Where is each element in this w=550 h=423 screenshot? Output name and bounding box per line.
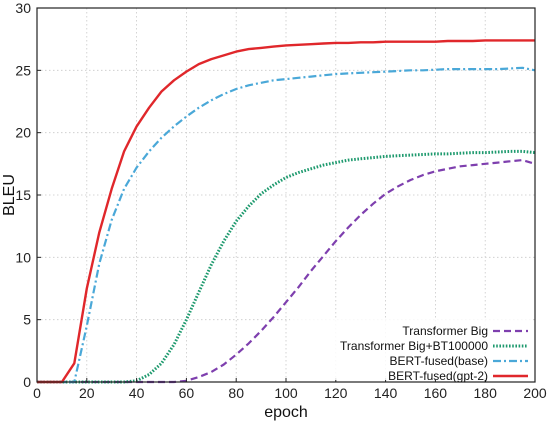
legend-label: Transformer Big+BT100000 xyxy=(340,339,488,353)
legend-background xyxy=(290,318,532,380)
legend-label: Transformer Big xyxy=(402,324,488,338)
x-tick-label: 60 xyxy=(179,385,195,401)
x-tick-label: 80 xyxy=(228,385,244,401)
x-axis-ticks: 0 20 40 60 80 100 120 140 160 180 200 xyxy=(33,378,547,401)
x-axis-title: epoch xyxy=(264,404,308,421)
x-tick-label: 40 xyxy=(129,385,145,401)
x-tick-label: 200 xyxy=(523,385,547,401)
y-axis-title: BLEU xyxy=(1,174,18,216)
y-tick-label: 15 xyxy=(15,187,31,203)
y-tick-label: 5 xyxy=(23,312,31,328)
gridlines xyxy=(37,8,535,382)
x-tick-label: 20 xyxy=(79,385,95,401)
y-tick-label: 30 xyxy=(15,0,31,16)
y-axis-ticks: 0 5 10 15 20 25 30 xyxy=(15,0,41,390)
x-tick-label: 120 xyxy=(324,385,348,401)
series-line-2 xyxy=(37,66,536,384)
y-tick-label: 25 xyxy=(15,62,31,78)
legend-label: BERT-fused(gpt-2) xyxy=(388,369,488,383)
x-tick-label: 180 xyxy=(474,385,498,401)
x-tick-label: 160 xyxy=(424,385,448,401)
x-tick-label: 0 xyxy=(33,385,41,401)
series-line-3 xyxy=(37,39,535,384)
x-tick-label: 140 xyxy=(374,385,398,401)
x-tick-label: 100 xyxy=(274,385,298,401)
legend-label: BERT-fused(base) xyxy=(390,354,489,368)
y-tick-label: 0 xyxy=(23,374,31,390)
y-tick-label: 20 xyxy=(15,125,31,141)
y-tick-label: 10 xyxy=(15,249,31,265)
